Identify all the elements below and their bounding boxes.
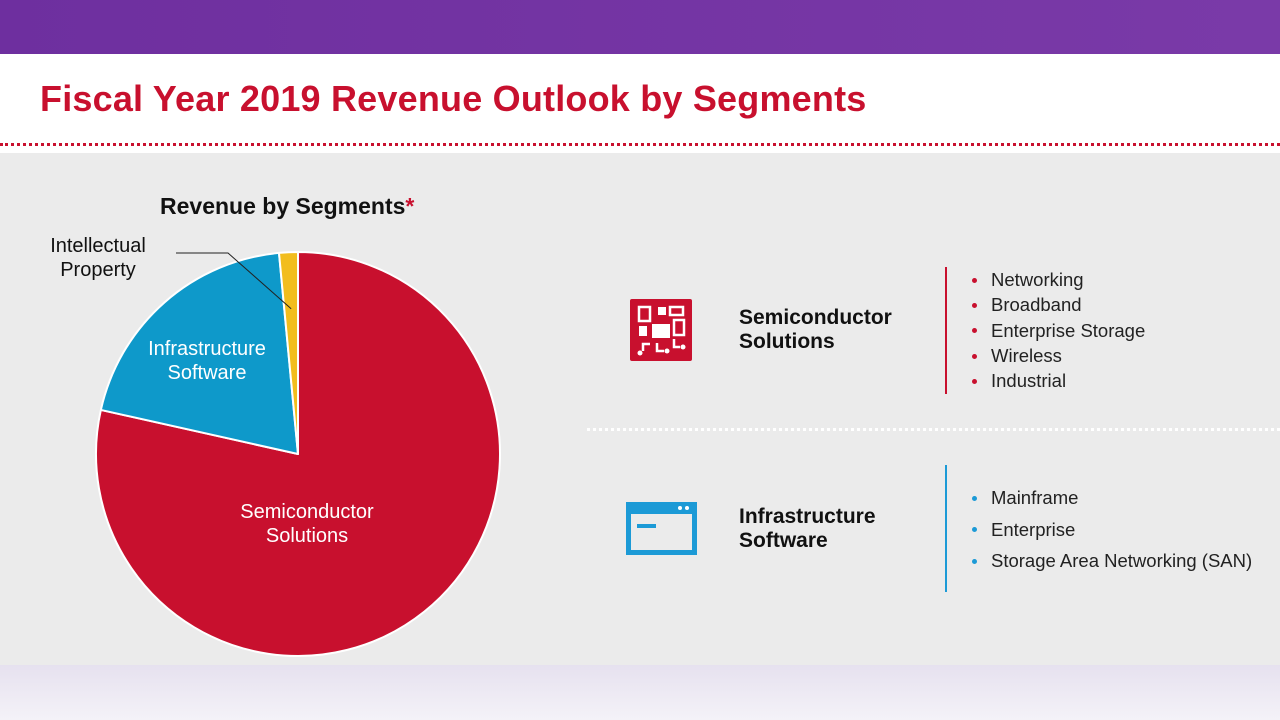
segment-divider-red (945, 267, 947, 394)
list-item: Wireless (966, 343, 1145, 368)
list-item: Storage Area Networking (SAN) (966, 545, 1252, 577)
slice-label-semiconductor-solutions: Semiconductor Solutions (240, 501, 374, 547)
pie-slice-infrastructure-software (99, 251, 299, 455)
segment-name-line: Infrastructure (739, 505, 876, 528)
list-item: Industrial (966, 368, 1145, 393)
section-divider (587, 428, 1280, 431)
infrastructure-software-list: Mainframe Enterprise Storage Area Networ… (966, 482, 1252, 577)
top-accent-bar (0, 0, 1280, 54)
segment-name-line: Semiconductor (739, 306, 892, 329)
slice-label-infrastructure-software: Infrastructure Software (148, 338, 266, 384)
slide-title: Fiscal Year 2019 Revenue Outlook by Segm… (40, 78, 867, 119)
title-divider (0, 143, 1280, 146)
app-window-icon (626, 502, 697, 555)
list-item: Networking (966, 267, 1145, 292)
chart-title-asterisk: * (405, 193, 415, 219)
chart-title-text: Revenue by Segments (160, 193, 406, 219)
list-item: Enterprise Storage (966, 318, 1145, 343)
segment-name-line: Software (739, 529, 828, 552)
segment-name-semiconductor: Semiconductor Solutions (739, 306, 892, 354)
chart-title: Revenue by Segments* (160, 193, 414, 220)
segment-divider-blue (945, 465, 947, 592)
list-item: Mainframe (966, 482, 1252, 514)
slice-label-intellectual-property: Intellectual Property (50, 235, 146, 281)
list-item: Broadband (966, 292, 1145, 317)
leader-line-intellectual-property (176, 252, 292, 310)
list-item: Enterprise (966, 514, 1252, 546)
segment-name-infrastructure: Infrastructure Software (739, 505, 876, 553)
semiconductor-markets-list: Networking Broadband Enterprise Storage … (966, 267, 1145, 393)
segment-name-line: Solutions (739, 330, 835, 353)
circuit-board-icon (630, 299, 692, 361)
footer-band (0, 665, 1280, 720)
